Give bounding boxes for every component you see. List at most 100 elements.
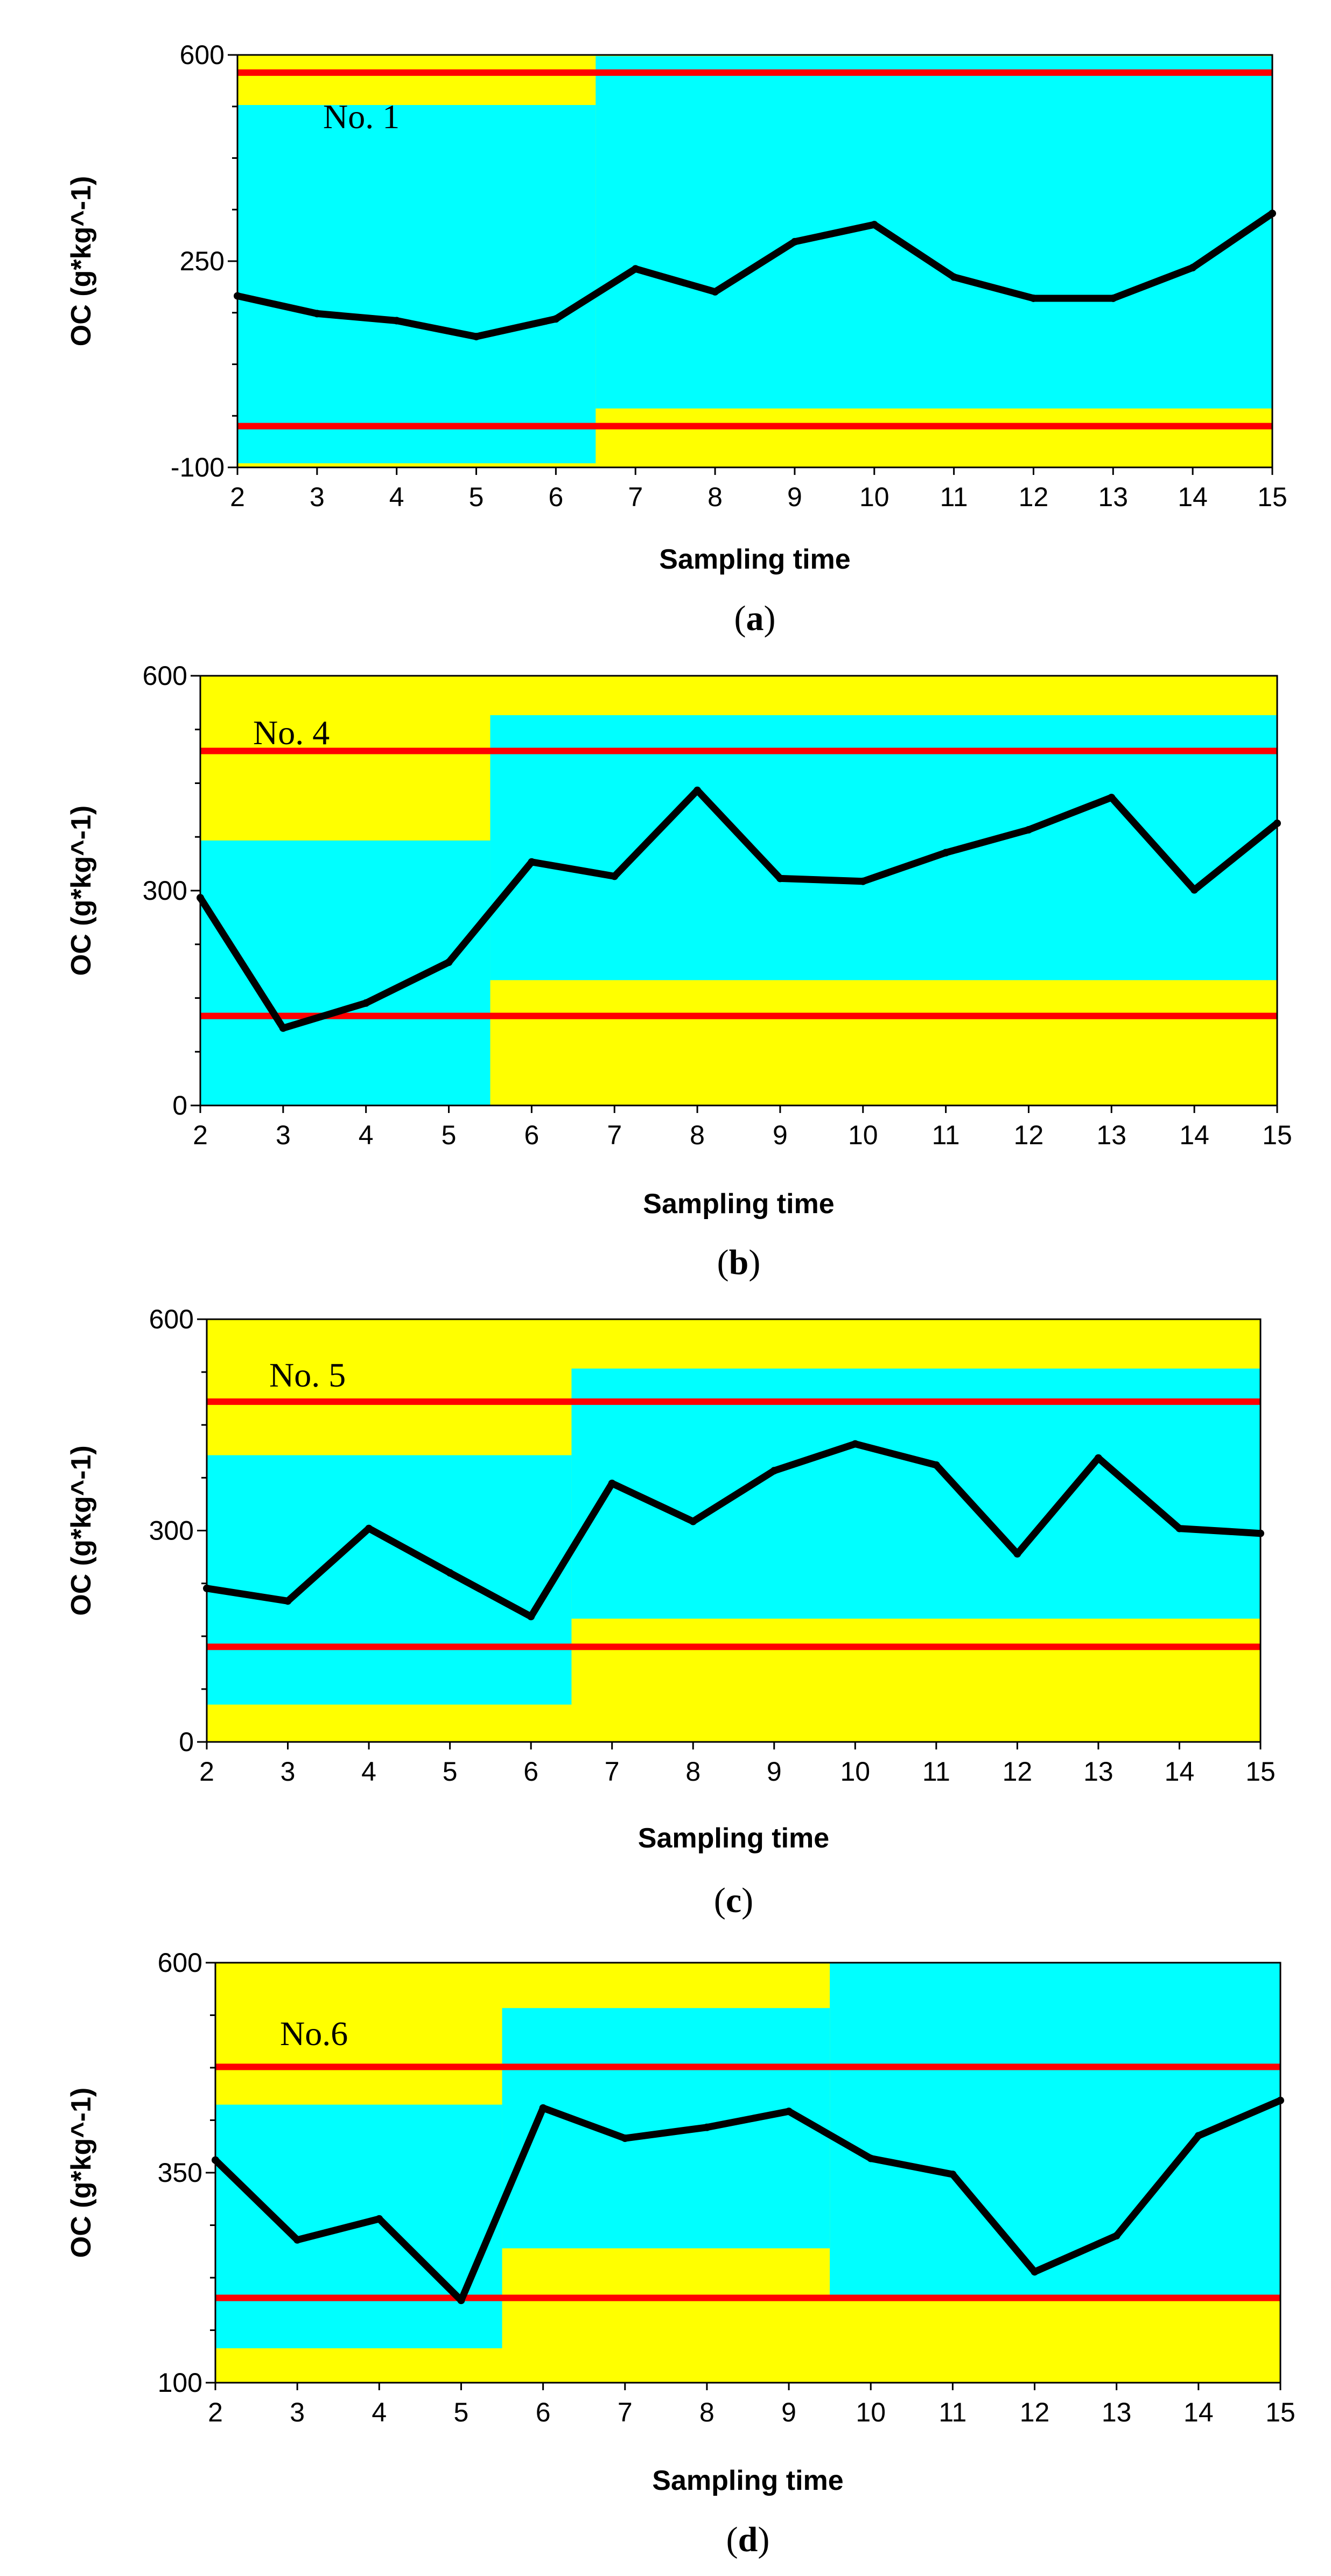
y-tick-label: 600 [158,1948,202,1978]
chart-panel-3: 2 3 4 5 6 7 8 9 10 11 12 13 14 15 0 300 600 Sampling time… [66,1304,1276,1920]
panel-annotation: No. 4 [253,713,330,752]
data-point [527,1613,535,1621]
data-point [1112,2232,1120,2239]
x-tick-label: 14 [1179,1120,1209,1150]
x-tick-label: 3 [281,1756,296,1787]
y-tick-label: 300 [143,876,187,906]
data-point [867,2154,875,2162]
x-axis-title: Sampling time [652,2465,843,2496]
data-point [611,872,619,880]
x-tick-label: 4 [372,2397,387,2427]
data-point [776,874,784,883]
data-point [1029,294,1038,302]
x-tick-label: 9 [773,1120,788,1150]
y-tick-label: 0 [172,1090,187,1121]
y-tick-label: 0 [179,1727,194,1757]
panel-annotation: No.6 [280,2014,348,2053]
x-tick-label: 13 [1102,2397,1132,2427]
data-point [457,2297,465,2305]
oc-series-line [203,1440,1264,1620]
x-tick-label: 4 [359,1120,374,1150]
data-point [552,315,560,323]
x-tick-label: 6 [548,482,563,512]
data-point [1190,886,1199,894]
data-point [472,333,480,341]
x-tick-label: 2 [199,1756,214,1787]
data-point [1108,794,1116,802]
x-tick-label: 8 [699,2397,714,2427]
data-point [859,877,867,885]
control-band-1 [200,840,491,1105]
data-point [393,317,401,325]
subfigure-caption: (b) [717,1243,761,1282]
y-axis-title: OC (g*kg^-1) [66,806,97,976]
x-tick-label: 11 [932,1120,960,1150]
x-tick-label: 6 [524,1120,539,1150]
x-tick-label: 14 [1178,482,1208,512]
x-tick-label: 9 [787,482,802,512]
data-point [279,1024,287,1032]
x-tick-label: 11 [938,2397,966,2427]
data-point [445,958,453,966]
data-point [949,2171,957,2179]
y-tick-label: 600 [180,40,225,70]
x-tick-label: 8 [707,482,723,512]
data-point [1013,1550,1021,1558]
oc-series-line [234,209,1276,340]
data-point [770,1467,778,1475]
data-point [632,265,640,273]
x-tick-label: 13 [1098,482,1128,512]
control-band-2 [502,2008,830,2249]
x-tick-label: 15 [1245,1756,1276,1787]
x-tick-label: 8 [685,1756,700,1787]
x-tick-label: 10 [859,482,889,512]
x-tick-label: 3 [276,1120,291,1150]
subfigure-caption: (d) [726,2520,770,2559]
x-tick-label: 9 [781,2397,796,2427]
data-point [1025,825,1033,834]
x-tick-label: 2 [230,482,245,512]
x-tick-label: 7 [618,2397,633,2427]
x-tick-label: 5 [442,1120,457,1150]
panel-annotation: No. 1 [323,97,400,136]
data-point [851,1440,859,1448]
subfigure-caption: (a) [734,599,776,638]
x-axis-title: Sampling time [643,1188,834,1220]
x-tick-label: 12 [1003,1756,1033,1787]
y-tick-label: 600 [143,661,187,691]
data-point [870,221,878,229]
data-point [1194,2132,1202,2140]
x-tick-label: 11 [940,482,968,512]
x-tick-label: 2 [193,1120,208,1150]
data-point [1031,2268,1039,2276]
x-tick-label: 4 [361,1756,376,1787]
x-tick-label: 3 [310,482,325,512]
data-point [313,310,321,318]
x-tick-label: 5 [443,1756,458,1787]
x-tick-label: 14 [1183,2397,1214,2427]
x-tick-label: 6 [536,2397,551,2427]
data-point [785,2108,793,2116]
chart-panel-4: 2 3 4 5 6 7 8 9 10 11 12 13 14 15 100 350 600 Sampling ti… [66,1948,1295,2559]
data-point [1175,1524,1183,1532]
x-tick-label: 10 [848,1120,878,1150]
x-tick-label: 14 [1165,1756,1195,1787]
y-axis-title: OC (g*kg^-1) [66,2088,97,2258]
y-axis-title: OC (g*kg^-1) [66,176,97,346]
y-tick-label: 100 [158,2368,202,2398]
x-tick-label: 12 [1014,1120,1044,1150]
control-band-1 [237,105,596,464]
y-tick-label: 250 [180,246,225,276]
data-point [446,1569,454,1577]
x-tick-label: 5 [469,482,484,512]
control-band-2 [490,715,1277,981]
data-point [539,2104,547,2112]
y-tick-label: 350 [158,2158,202,2188]
x-tick-label: 7 [607,1120,622,1150]
data-point [1094,1454,1102,1462]
x-tick-label: 15 [1265,2397,1295,2427]
x-tick-label: 10 [840,1756,870,1787]
x-tick-label: 10 [856,2397,886,2427]
data-point [621,2134,629,2143]
x-tick-label: 12 [1020,2397,1050,2427]
